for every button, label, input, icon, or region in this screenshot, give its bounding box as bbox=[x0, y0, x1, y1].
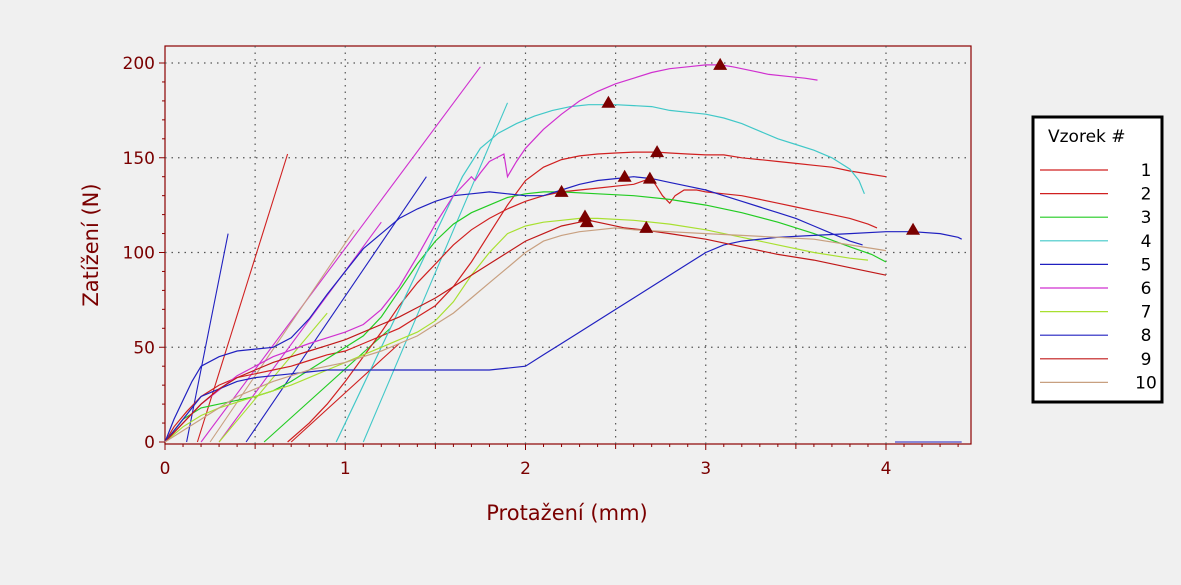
legend-label-5: 5 bbox=[1141, 255, 1152, 275]
x-tick-label: 3 bbox=[700, 459, 711, 479]
legend-label-4: 4 bbox=[1141, 232, 1152, 252]
legend: Vzorek # 1 2 3 4 5 6 7 8 9 10 bbox=[1031, 115, 1164, 404]
unload-line bbox=[209, 229, 355, 443]
unload-line bbox=[186, 233, 229, 443]
legend-label-9: 9 bbox=[1141, 350, 1152, 370]
x-axis-title: Protažení (mm) bbox=[486, 501, 647, 525]
legend-label-10: 10 bbox=[1135, 373, 1157, 393]
break-marker-9 bbox=[639, 220, 654, 233]
series-line-9 bbox=[164, 219, 887, 443]
break-marker-5 bbox=[617, 169, 632, 182]
legend-label-3: 3 bbox=[1141, 208, 1152, 228]
legend-title: Vzorek # bbox=[1048, 127, 1126, 147]
x-tick-label: 0 bbox=[160, 459, 171, 479]
y-tick-label: 150 bbox=[123, 149, 155, 169]
break-marker-2 bbox=[642, 171, 657, 184]
break-markers bbox=[554, 57, 921, 235]
axis-ticks: 0 50 100 150 200 0 1 2 3 4 bbox=[123, 54, 959, 479]
break-marker-3 bbox=[554, 184, 569, 197]
legend-label-8: 8 bbox=[1141, 326, 1152, 346]
break-marker-10 bbox=[579, 215, 594, 228]
series-line-5 bbox=[164, 176, 863, 443]
legend-box bbox=[1031, 115, 1164, 404]
break-marker-4 bbox=[601, 95, 616, 108]
series-line-8 bbox=[164, 231, 962, 443]
x-tick-label: 4 bbox=[881, 459, 892, 479]
break-marker-8 bbox=[906, 222, 921, 235]
unload-line bbox=[218, 312, 328, 443]
legend-entries: 1 2 3 4 5 6 7 8 9 10 bbox=[1040, 161, 1157, 393]
legend-label-2: 2 bbox=[1141, 185, 1152, 205]
y-axis-title: Zatížení (N) bbox=[79, 183, 103, 306]
series-line-7 bbox=[164, 217, 869, 443]
series-line-1 bbox=[164, 151, 887, 443]
x-tick-label: 2 bbox=[520, 459, 531, 479]
legend-label-1: 1 bbox=[1141, 161, 1152, 181]
break-marker-6 bbox=[713, 57, 728, 70]
unload-line bbox=[218, 221, 382, 443]
break-marker-1 bbox=[650, 145, 665, 158]
series-lines bbox=[164, 64, 962, 443]
plot-area bbox=[164, 45, 972, 445]
legend-label-7: 7 bbox=[1141, 303, 1152, 323]
y-tick-label: 200 bbox=[123, 54, 155, 74]
y-tick-label: 50 bbox=[133, 338, 155, 358]
x-tick-label: 1 bbox=[340, 459, 351, 479]
y-tick-label: 0 bbox=[144, 433, 155, 453]
y-tick-label: 100 bbox=[123, 244, 155, 264]
unload-line bbox=[290, 343, 400, 443]
unload-line bbox=[362, 102, 509, 443]
series-line-10 bbox=[164, 227, 887, 443]
legend-label-6: 6 bbox=[1141, 279, 1152, 299]
unload-line bbox=[263, 327, 391, 443]
